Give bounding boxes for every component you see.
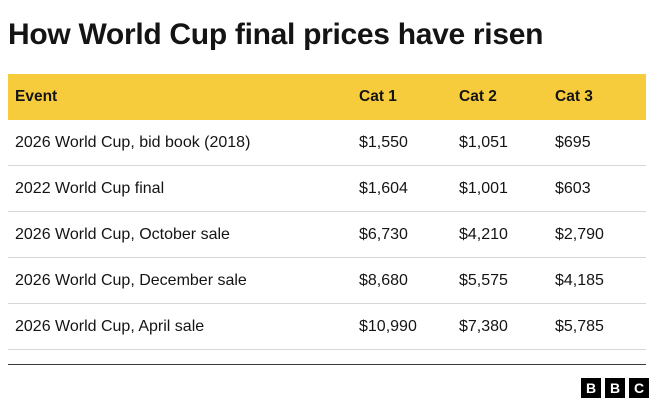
table-row: 2026 World Cup, October sale $6,730 $4,2… (8, 212, 646, 258)
cell-cat3: $603 (555, 179, 591, 197)
price-table: Event Cat 1 Cat 2 Cat 3 2026 World Cup, … (8, 74, 646, 350)
cell-cat1: $6,730 (359, 225, 408, 243)
cell-cat1: $10,990 (359, 317, 417, 335)
table-row: 2026 World Cup, bid book (2018) $1,550 $… (8, 120, 646, 166)
column-header-cat1: Cat 1 (359, 88, 397, 105)
logo-letter-b1: B (581, 378, 601, 398)
cell-event: 2026 World Cup, bid book (2018) (15, 133, 251, 151)
table-row: 2022 World Cup final $1,604 $1,001 $603 (8, 166, 646, 212)
table-header-row: Event Cat 1 Cat 2 Cat 3 (8, 74, 646, 120)
footer-divider (8, 364, 646, 365)
cell-cat3: $2,790 (555, 225, 604, 243)
cell-event: 2026 World Cup, December sale (15, 271, 247, 289)
cell-cat2: $5,575 (459, 271, 508, 289)
column-header-cat3: Cat 3 (555, 88, 593, 105)
cell-event: 2022 World Cup final (15, 179, 165, 197)
cell-event: 2026 World Cup, October sale (15, 225, 230, 243)
bbc-logo: B B C (581, 378, 649, 398)
logo-letter-b2: B (605, 378, 625, 398)
cell-cat2: $7,380 (459, 317, 508, 335)
table-row: 2026 World Cup, December sale $8,680 $5,… (8, 258, 646, 304)
cell-cat2: $4,210 (459, 225, 508, 243)
logo-letter-c: C (629, 378, 649, 398)
cell-cat1: $1,604 (359, 179, 408, 197)
table-row: 2026 World Cup, April sale $10,990 $7,38… (8, 304, 646, 350)
cell-cat2: $1,001 (459, 179, 508, 197)
cell-cat1: $8,680 (359, 271, 408, 289)
cell-cat3: $695 (555, 133, 591, 151)
chart-title: How World Cup final prices have risen (8, 18, 544, 51)
column-header-cat2: Cat 2 (459, 88, 497, 105)
cell-event: 2026 World Cup, April sale (15, 317, 205, 335)
cell-cat1: $1,550 (359, 133, 408, 151)
cell-cat3: $4,185 (555, 271, 604, 289)
cell-cat3: $5,785 (555, 317, 604, 335)
cell-cat2: $1,051 (459, 133, 508, 151)
column-header-event: Event (15, 88, 58, 105)
